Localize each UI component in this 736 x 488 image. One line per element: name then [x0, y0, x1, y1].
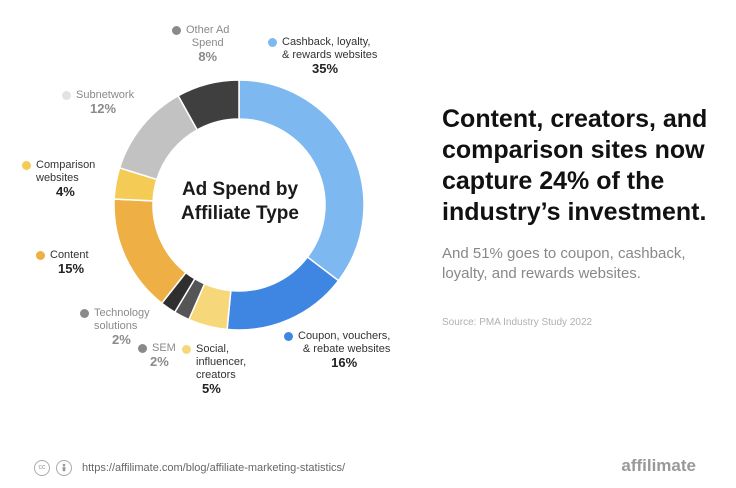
license-icons: cc: [34, 460, 72, 476]
label-coupon-line-1: Coupon, vouchers,: [298, 330, 391, 342]
other-legend-dot: [172, 26, 181, 35]
label-other-line-2: Spend: [191, 37, 224, 49]
center-title-line-2: Affiliate Type: [181, 203, 299, 224]
label-sem-value: 2%: [150, 354, 169, 369]
label-technology-value: 2%: [112, 332, 131, 347]
label-content-value: 15%: [58, 261, 85, 276]
attribution-icon[interactable]: [56, 460, 72, 476]
technology-legend-dot: [80, 309, 89, 318]
headline: Content, creators, and comparison sites …: [442, 105, 708, 226]
label-coupon-value: 16%: [331, 355, 358, 370]
brand-logo[interactable]: affilimate: [621, 456, 696, 475]
donut-slice-8: [177, 79, 240, 131]
donut-slice-1: [226, 256, 340, 331]
label-social-value: 5%: [202, 381, 221, 396]
label-comparison: Comparison websites 4%: [22, 159, 96, 199]
label-cashback: Cashback, loyalty, & rewards websites 35…: [268, 36, 378, 76]
label-sem-line-1: SEM: [152, 342, 176, 354]
label-cashback-value: 35%: [312, 61, 339, 76]
sem-legend-dot: [138, 344, 147, 353]
label-other-line-1: Other Ad: [186, 24, 230, 36]
label-content-line-1: Content: [50, 249, 89, 261]
label-social-line-1: Social,: [196, 343, 230, 355]
label-social-line-3: creators: [196, 369, 236, 381]
subtext: And 51% goes to coupon, cashback, loyalt…: [442, 245, 686, 282]
label-comparison-value: 4%: [56, 184, 75, 199]
label-subnetwork-line-1: Subnetwork: [76, 89, 135, 101]
label-comparison-line-1: Comparison: [36, 159, 96, 171]
donut-slice-0: [238, 79, 365, 282]
subnetwork-legend-dot: [62, 91, 71, 100]
label-comparison-line-2: websites: [36, 172, 79, 184]
center-title-line-1: Ad Spend by: [181, 179, 299, 200]
footer-url[interactable]: https://affilimate.com/blog/affiliate-ma…: [82, 462, 346, 474]
comparison-legend-dot: [22, 161, 31, 170]
social-legend-dot: [182, 345, 191, 354]
label-sem: SEM 2%: [138, 342, 176, 369]
label-technology-line-1: Technology: [94, 307, 150, 319]
cashback-legend-dot: [268, 38, 277, 47]
label-coupon: Coupon, vouchers, & rebate websites 16%: [284, 330, 391, 370]
label-technology-line-2: solutions: [94, 320, 138, 332]
label-coupon-line-2: & rebate websites: [302, 343, 391, 355]
cc-icon[interactable]: cc: [34, 460, 50, 476]
attribution-person-icon: [62, 463, 66, 472]
label-subnetwork: Subnetwork 12%: [62, 89, 135, 116]
chart-center-title: Ad Spend by Affiliate Type: [160, 178, 320, 226]
label-content: Content 15%: [36, 249, 89, 276]
source-note: Source: PMA Industry Study 2022: [442, 317, 593, 328]
label-social-line-2: influencer,: [196, 356, 247, 368]
coupon-legend-dot: [284, 332, 293, 341]
label-other: Other Ad Spend 8%: [172, 24, 230, 64]
donut-chart: [113, 79, 365, 331]
label-other-value: 8%: [198, 49, 218, 64]
content-legend-dot: [36, 251, 45, 260]
label-cashback-line-2: & rewards websites: [282, 49, 378, 61]
label-social: Social, influencer, creators 5%: [182, 343, 247, 396]
label-cashback-line-1: Cashback, loyalty,: [282, 36, 371, 48]
label-technology: Technology solutions 2%: [80, 307, 150, 347]
label-subnetwork-value: 12%: [90, 101, 117, 116]
